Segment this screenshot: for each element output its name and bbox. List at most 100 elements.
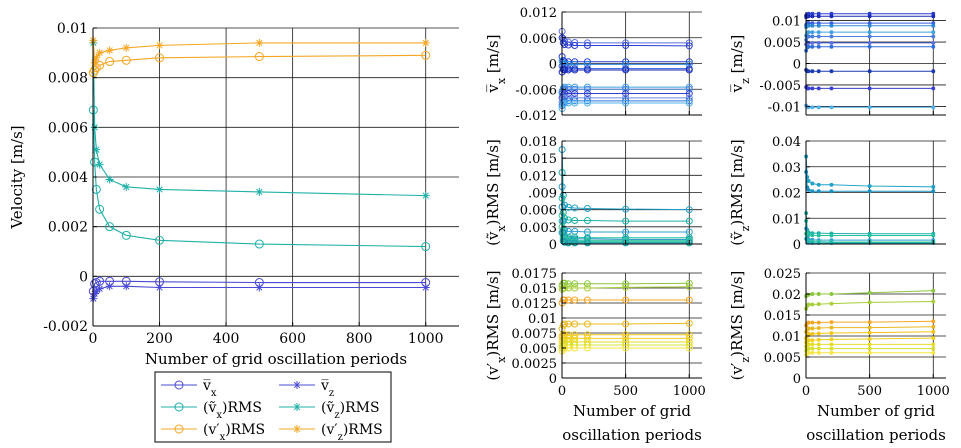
x-tick-label: 1000 — [673, 384, 706, 399]
data-point — [806, 338, 811, 343]
data-point — [571, 97, 579, 105]
data-point — [806, 326, 811, 331]
series-2 — [804, 319, 936, 328]
data-point — [583, 344, 591, 352]
series-5 — [804, 34, 936, 42]
data-point — [622, 239, 630, 247]
data-point — [806, 178, 811, 183]
data-point — [867, 184, 872, 189]
y-axis-label-tail: )RMS [m/s] — [484, 139, 502, 225]
data-point — [583, 320, 591, 328]
data-point — [931, 319, 936, 324]
data-point — [559, 345, 567, 353]
data-point — [931, 233, 936, 238]
y-axis-label: Velocity [m/s] — [8, 125, 26, 229]
y-axis-label-main: (v′ — [484, 362, 502, 380]
y-axis-label-sub: x — [495, 225, 508, 232]
data-point — [622, 41, 630, 49]
data-point — [829, 320, 834, 325]
data-point — [254, 239, 264, 249]
data-point — [810, 342, 815, 347]
data-point — [810, 86, 815, 91]
data-point — [810, 44, 815, 49]
y-tick-label: 0 — [793, 238, 801, 253]
data-point — [816, 342, 821, 347]
data-point — [90, 279, 100, 289]
legend-item: (ṽx)RMS — [161, 400, 262, 421]
data-point — [685, 319, 693, 327]
data-point — [559, 321, 567, 329]
data-point — [806, 350, 811, 355]
legend-label-tail: )RMS — [222, 400, 262, 416]
legend-label: (ṽx)RMS — [203, 400, 262, 421]
series-5 — [89, 36, 430, 67]
data-point — [685, 206, 693, 214]
data-point — [816, 23, 821, 28]
data-point — [816, 105, 821, 110]
y-tick-label: -0.002 — [43, 319, 88, 335]
data-point — [255, 283, 264, 292]
data-point — [931, 299, 936, 304]
legend-label-main: (v′ — [321, 422, 338, 438]
legend-label-sub: x — [220, 432, 226, 443]
x-axis-label: Number of grid — [817, 402, 935, 420]
series-1 — [804, 299, 936, 311]
data-point — [829, 40, 834, 45]
chart-vz_rms_tilde: 0 0.01 0.02 0.03 0.04 (ṽz)RMS [m/s] — [728, 135, 946, 253]
data-point — [622, 320, 630, 328]
data-point — [829, 337, 834, 342]
legend-label-sub: x — [216, 410, 222, 421]
y-axis-label-tail: [m/s] — [728, 35, 746, 78]
data-point — [685, 217, 693, 225]
data-point — [583, 85, 591, 93]
legend-item: (ṽz)RMS — [279, 400, 380, 421]
data-point — [816, 233, 821, 238]
data-point — [622, 296, 630, 304]
data-point — [829, 14, 834, 19]
series-line — [92, 280, 426, 292]
legend-label-sub: z — [334, 410, 339, 421]
data-point — [816, 34, 821, 39]
data-point — [810, 40, 815, 45]
data-point — [810, 34, 815, 39]
data-point — [806, 342, 811, 347]
data-point — [810, 320, 815, 325]
data-point — [622, 99, 630, 107]
data-point — [571, 239, 579, 247]
y-tick-label: 0.0025 — [512, 357, 558, 372]
y-tick-label: -0.005 — [759, 79, 801, 94]
data-point — [829, 233, 834, 238]
data-point — [421, 283, 430, 292]
y-tick-label: 0.018 — [520, 135, 557, 150]
y-tick-label: 0.0125 — [512, 297, 558, 312]
data-point — [421, 191, 430, 200]
data-point — [810, 30, 815, 35]
y-tick-label: -0.012 — [515, 109, 557, 124]
y-tick-label: 0.015 — [520, 282, 557, 297]
series-10 — [804, 103, 936, 110]
data-point — [867, 14, 872, 19]
x-tick-label: 0 — [802, 384, 810, 399]
x-axis-label: oscillation periods — [562, 426, 702, 444]
data-point — [685, 85, 693, 93]
data-point — [829, 350, 834, 355]
y-axis-label: (v′x)RMS [m/s] — [484, 270, 508, 380]
x-axis-label: oscillation periods — [806, 426, 946, 444]
plot-area — [562, 273, 702, 378]
data-point — [867, 290, 872, 295]
y-tick-label: 0.015 — [520, 152, 557, 167]
data-point — [685, 239, 693, 247]
data-point — [583, 239, 591, 247]
y-tick-label: 0.0075 — [512, 327, 558, 342]
data-point — [829, 301, 834, 306]
data-point — [583, 334, 591, 342]
data-point — [622, 205, 630, 213]
data-point — [816, 331, 821, 336]
x-tick-label: 200 — [146, 331, 173, 347]
data-point — [931, 189, 936, 194]
data-point — [121, 230, 131, 240]
data-point — [931, 86, 936, 91]
legend-marker — [293, 425, 301, 433]
data-point — [806, 302, 811, 307]
data-point — [867, 233, 872, 238]
